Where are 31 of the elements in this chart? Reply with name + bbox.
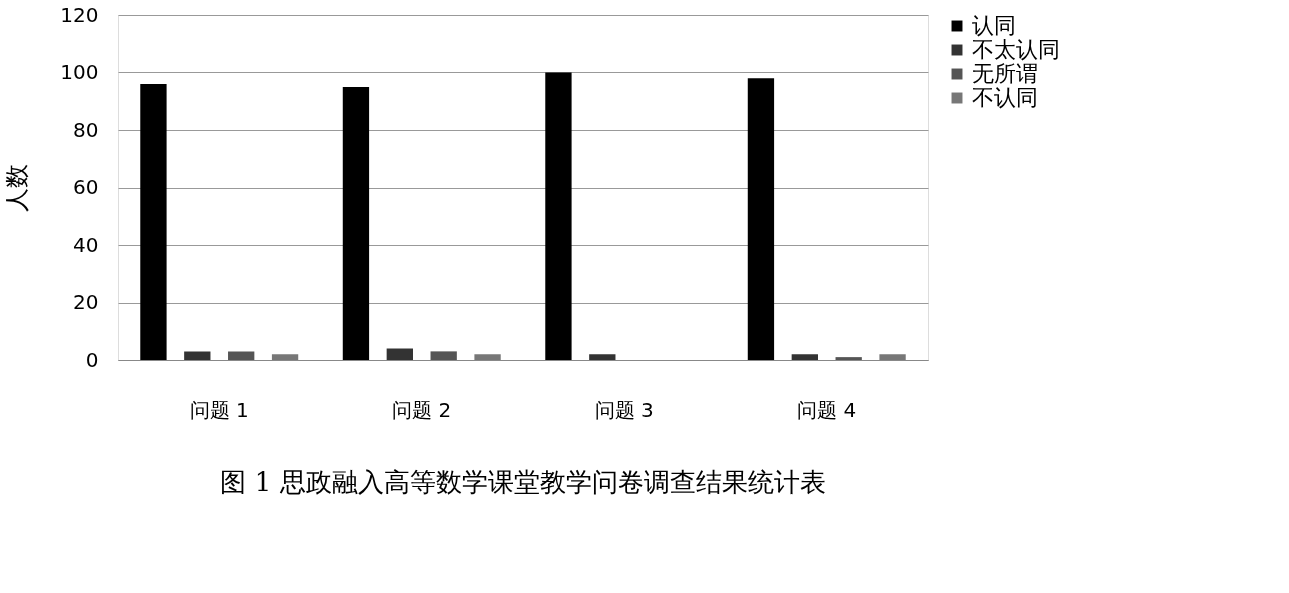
legend-label: 认同 (972, 13, 1016, 38)
y-tick-label: 20 (73, 290, 99, 314)
x-tick-label: 问题 3 (594, 397, 654, 422)
y-axis-title: 人数 (3, 164, 32, 212)
legend-label: 不认同 (972, 85, 1038, 110)
bar (271, 354, 299, 360)
bar (140, 84, 167, 360)
bar (879, 354, 906, 360)
bar (184, 351, 211, 360)
bar (386, 348, 413, 360)
bar (747, 78, 775, 360)
bar (835, 357, 862, 360)
text: 图 1 思政融入高等数学课堂教学问卷调查结果统计表 (220, 467, 826, 497)
bar (430, 351, 457, 360)
bar (228, 351, 255, 360)
x-tick-label: 问题 1 (189, 397, 249, 422)
bar (474, 354, 501, 360)
bar (545, 72, 572, 360)
y-tick-label: 100 (60, 60, 99, 84)
y-tick-label: 0 (85, 347, 99, 372)
y-tick-label: 120 (60, 2, 99, 27)
y-tick-label: 80 (73, 117, 99, 142)
bar (589, 354, 616, 360)
x-tick-label: 问题 4 (797, 397, 857, 422)
bar (791, 354, 818, 360)
x-tick-label: 问题 2 (392, 397, 452, 422)
y-tick-label: 40 (73, 232, 99, 257)
bar (342, 86, 370, 360)
y-tick-label: 60 (73, 175, 99, 199)
legend-label: 不太认同 (972, 37, 1060, 62)
legend-label: 无所谓 (972, 61, 1038, 86)
